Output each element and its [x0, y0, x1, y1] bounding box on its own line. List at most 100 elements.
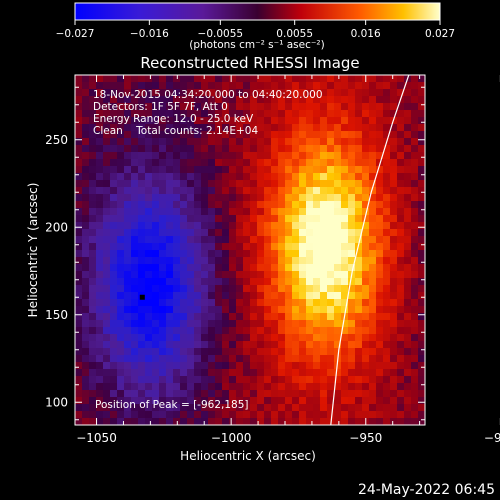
heatmap-cell	[180, 96, 188, 104]
heatmap-cell	[320, 166, 328, 174]
heatmap-cell	[96, 124, 104, 132]
heatmap-cell	[334, 117, 342, 125]
heatmap-cell	[369, 194, 377, 202]
heatmap-cell	[348, 313, 356, 321]
heatmap-cell	[334, 124, 342, 132]
heatmap-cell	[257, 285, 265, 293]
heatmap-cell	[173, 390, 181, 398]
heatmap-cell	[299, 264, 307, 272]
heatmap-cell	[264, 390, 272, 398]
heatmap-cell	[348, 229, 356, 237]
heatmap-cell	[103, 313, 111, 321]
heatmap-cell	[376, 103, 384, 111]
heatmap-cell	[411, 334, 419, 342]
heatmap-cell	[250, 215, 258, 223]
heatmap-cell	[306, 355, 314, 363]
heatmap-cell	[138, 264, 146, 272]
heatmap-cell	[397, 411, 405, 419]
heatmap-cell	[222, 229, 230, 237]
heatmap-cell	[243, 376, 251, 384]
heatmap-cell	[187, 208, 195, 216]
heatmap-cell	[411, 103, 419, 111]
heatmap-cell	[362, 383, 370, 391]
heatmap-cell	[180, 89, 188, 97]
heatmap-cell	[285, 320, 293, 328]
heatmap-cell	[215, 229, 223, 237]
heatmap-cell	[145, 397, 153, 405]
heatmap-cell	[369, 418, 377, 425]
heatmap-cell	[411, 208, 419, 216]
y-tick-label: 150	[45, 308, 68, 322]
heatmap-cell	[145, 348, 153, 356]
heatmap-cell	[96, 131, 104, 139]
heatmap-cell	[397, 285, 405, 293]
heatmap-cell	[299, 306, 307, 314]
heatmap-cell	[278, 173, 286, 181]
heatmap-cell	[327, 250, 335, 258]
heatmap-cell	[103, 327, 111, 335]
heatmap-cell	[208, 362, 216, 370]
heatmap-cell	[103, 397, 111, 405]
heatmap-cell	[313, 187, 321, 195]
heatmap-cell	[320, 418, 328, 425]
heatmap-cell	[243, 348, 251, 356]
heatmap-cell	[166, 383, 174, 391]
heatmap-cell	[334, 341, 342, 349]
heatmap-cell	[180, 180, 188, 188]
heatmap-cell	[369, 152, 377, 160]
heatmap-cell	[117, 96, 125, 104]
heatmap-cell	[243, 229, 251, 237]
heatmap-cell	[257, 313, 265, 321]
heatmap-cell	[194, 215, 202, 223]
heatmap-cell	[418, 320, 425, 328]
heatmap-cell	[166, 271, 174, 279]
heatmap-cell	[278, 397, 286, 405]
heatmap-cell	[173, 159, 181, 167]
heatmap-cell	[215, 201, 223, 209]
heatmap-cell	[208, 271, 216, 279]
heatmap-cell	[124, 124, 132, 132]
heatmap-cell	[355, 180, 363, 188]
heatmap-cell	[383, 152, 391, 160]
heatmap-cell	[250, 201, 258, 209]
heatmap-cell	[327, 166, 335, 174]
heatmap-cell	[201, 313, 209, 321]
heatmap-cell	[110, 117, 118, 125]
heatmap-cell	[369, 75, 377, 83]
heatmap-cell	[152, 383, 160, 391]
heatmap-cell	[348, 404, 356, 412]
heatmap-cell	[278, 334, 286, 342]
heatmap-cell	[103, 208, 111, 216]
heatmap-cell	[103, 110, 111, 118]
heatmap-cell	[306, 383, 314, 391]
heatmap-cell	[124, 159, 132, 167]
heatmap-cell	[124, 145, 132, 153]
heatmap-cell	[250, 117, 258, 125]
heatmap-cell	[222, 173, 230, 181]
heatmap-cell	[390, 166, 398, 174]
heatmap-cell	[348, 306, 356, 314]
heatmap-cell	[404, 306, 412, 314]
heatmap-cell	[250, 341, 258, 349]
heatmap-cell	[103, 117, 111, 125]
heatmap-cell	[159, 271, 167, 279]
heatmap-cell	[299, 194, 307, 202]
heatmap-cell	[285, 348, 293, 356]
heatmap-cell	[334, 376, 342, 384]
heatmap-cell	[75, 117, 83, 125]
heatmap-cell	[201, 187, 209, 195]
heatmap-cell	[187, 110, 195, 118]
heatmap-cell	[201, 264, 209, 272]
heatmap-cell	[89, 82, 97, 90]
heatmap-cell	[369, 173, 377, 181]
heatmap-cell	[236, 236, 244, 244]
heatmap-cell	[124, 138, 132, 146]
heatmap-cell	[82, 348, 90, 356]
heatmap-cell	[411, 131, 419, 139]
heatmap-cell	[285, 131, 293, 139]
heatmap-cell	[222, 180, 230, 188]
heatmap-cell	[96, 418, 104, 425]
heatmap-cell	[145, 271, 153, 279]
heatmap-cell	[138, 131, 146, 139]
heatmap-cell	[376, 131, 384, 139]
